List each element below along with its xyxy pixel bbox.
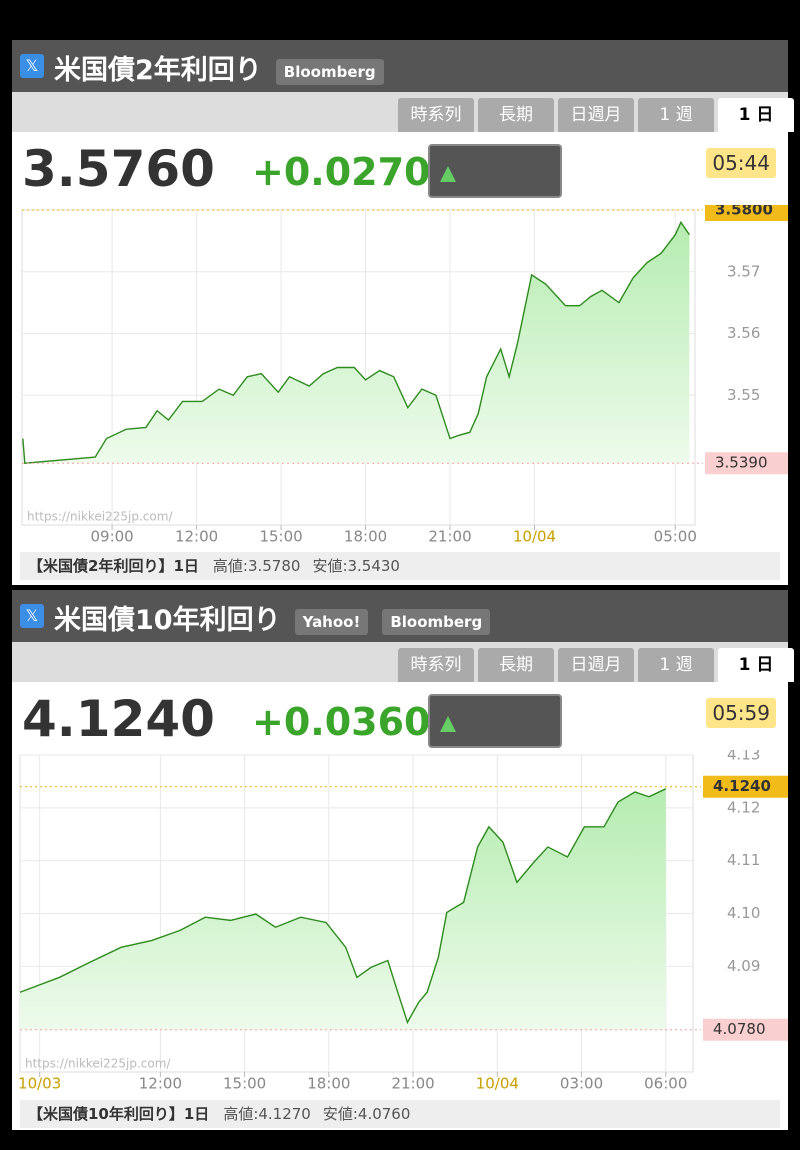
- footer-high: 高値:4.1270: [223, 1105, 311, 1123]
- tab[interactable]: 1 週: [638, 98, 714, 132]
- y-tick-label: 3.56: [727, 324, 760, 342]
- x-tick-label: 10/03: [18, 1075, 61, 1093]
- header: 𝕏 米国債10年利回り Yahoo! Bloomberg: [12, 590, 788, 642]
- x-tick-label: 18:00: [344, 528, 387, 546]
- title: 米国債10年利回り: [54, 605, 281, 636]
- change-pct: 0.88%: [428, 694, 562, 791]
- tab[interactable]: 1 週: [638, 648, 714, 682]
- change: +0.0360: [252, 700, 431, 744]
- ref-label: 3.5390: [715, 454, 768, 472]
- y-tick-label: 4.12: [727, 798, 760, 816]
- tab[interactable]: 1 日: [718, 648, 794, 682]
- ref-label-bg: [703, 775, 788, 798]
- line: [19, 788, 667, 1025]
- x-tick-label: 15:00: [223, 1075, 266, 1093]
- footer-low: 安値:3.5430: [312, 557, 400, 575]
- footer: 【米国債2年利回り】1日 高値:3.5780 安値:3.5430: [20, 552, 780, 580]
- tab[interactable]: 時系列: [398, 648, 474, 682]
- x-tick-label: 15:00: [259, 528, 302, 546]
- tab[interactable]: 日週月: [558, 648, 634, 682]
- y-tick-label: 4.11: [727, 851, 760, 869]
- footer-high: 高値:3.5780: [212, 557, 301, 575]
- x-tick-label: 06:00: [644, 1075, 687, 1093]
- tab[interactable]: 長期: [478, 648, 554, 682]
- x-tick-label: 10/04: [476, 1075, 519, 1093]
- ref-label-bg: [705, 452, 788, 475]
- x-tick-label: 05:00: [654, 528, 697, 546]
- y-tick-label: 4.10: [727, 904, 760, 922]
- footer-name: 【米国債2年利回り】1日: [28, 557, 199, 575]
- ref-label: 3.5800: [715, 205, 773, 219]
- x-tick-label: 10/04: [513, 528, 556, 546]
- x-tick-label: 03:00: [560, 1075, 603, 1093]
- tab[interactable]: 時系列: [398, 98, 474, 132]
- x-tick-label: 12:00: [175, 528, 218, 546]
- up-arrow: [440, 166, 456, 182]
- source-link[interactable]: Bloomberg: [382, 608, 491, 635]
- share-icon[interactable]: 𝕏: [20, 54, 44, 78]
- tab[interactable]: 日週月: [558, 98, 634, 132]
- ref-label-bg: [703, 1018, 788, 1041]
- ref-label-bg: [705, 205, 788, 221]
- time: 05:44: [706, 148, 776, 178]
- y-tick-label: 3.55: [727, 386, 760, 404]
- header: 𝕏 米国債2年利回り Bloomberg: [12, 40, 788, 92]
- share-icon[interactable]: 𝕏: [20, 604, 44, 628]
- footer-name: 【米国債10年利回り】1日: [28, 1105, 210, 1123]
- area: [22, 222, 690, 464]
- x-tick-label: 18:00: [307, 1075, 350, 1093]
- y-tick-label: 4.13: [727, 750, 760, 764]
- price: 3.5760: [22, 140, 215, 198]
- tab[interactable]: 1 日: [718, 98, 794, 132]
- tab[interactable]: 長期: [478, 98, 554, 132]
- watermark: https://nikkei225jp.com/: [25, 1057, 171, 1071]
- title-row: 米国債2年利回り Bloomberg: [54, 48, 384, 87]
- area: [20, 788, 666, 1030]
- price: 4.1240: [22, 690, 215, 748]
- change: +0.0270: [252, 150, 431, 194]
- x-tick-label: 12:00: [139, 1075, 182, 1093]
- source-link[interactable]: Bloomberg: [275, 58, 384, 85]
- change-pct: 0.76%: [428, 144, 562, 241]
- ref-label: 4.1240: [713, 777, 771, 795]
- title: 米国債2年利回り: [54, 55, 262, 86]
- footer-low: 安値:4.0760: [322, 1105, 411, 1123]
- line: [22, 220, 690, 464]
- footer: 【米国債10年利回り】1日 高値:4.1270 安値:4.0760: [20, 1100, 780, 1128]
- x-tick-label: 21:00: [391, 1075, 434, 1093]
- time: 05:59: [706, 698, 776, 728]
- x-tick-label: 21:00: [428, 528, 471, 546]
- source-link[interactable]: Yahoo!: [294, 608, 369, 635]
- title-row: 米国債10年利回り Yahoo! Bloomberg: [54, 598, 491, 637]
- up-arrow: [440, 716, 456, 732]
- y-tick-label: 3.57: [727, 262, 760, 280]
- chart: 4.13 4.12 4.11 4.10 4.09 10/03 12:00 15:00 18:00…: [18, 750, 788, 1093]
- chart: 3.55 3.56 3.57 09:00 12:00 15:00 18:00 21:00 10/…: [21, 205, 788, 546]
- watermark: https://nikkei225jp.com/: [27, 510, 173, 524]
- y-tick-label: 4.09: [727, 957, 760, 975]
- x-tick-label: 09:00: [90, 528, 133, 546]
- ref-label: 4.0780: [713, 1020, 766, 1038]
